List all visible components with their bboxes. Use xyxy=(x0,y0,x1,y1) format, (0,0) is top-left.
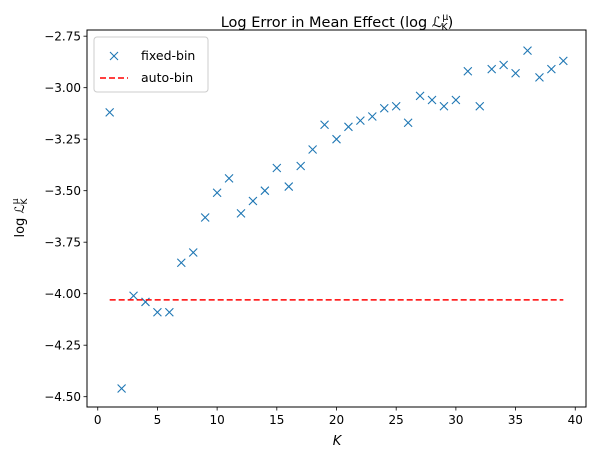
data-point-fixed-bin xyxy=(320,120,329,130)
data-point-fixed-bin xyxy=(403,118,413,128)
y-tick-label: −2.75 xyxy=(44,30,81,44)
data-point-fixed-bin xyxy=(546,64,556,74)
y-axis-label-subscript: K xyxy=(20,197,30,204)
data-point-fixed-bin xyxy=(164,307,174,317)
x-tick-label: 15 xyxy=(269,413,284,427)
y-axis-label-text: log ℒ xyxy=(13,204,28,237)
y-tick-label: −3.00 xyxy=(44,81,81,95)
legend-label-fixed-bin: fixed-bin xyxy=(141,48,195,63)
data-point-fixed-bin xyxy=(344,122,353,132)
x-tick-label: 35 xyxy=(508,413,523,427)
legend-x-marker xyxy=(109,51,119,61)
x-tick-label: 30 xyxy=(448,413,463,427)
chart-title-close: ) xyxy=(448,15,454,31)
data-point-fixed-bin xyxy=(308,145,318,154)
x-tick-label: 25 xyxy=(389,413,404,427)
data-point-fixed-bin xyxy=(451,95,461,105)
data-point-fixed-bin xyxy=(260,186,270,196)
x-tick-label: 0 xyxy=(94,413,102,427)
y-tick-label: −4.00 xyxy=(44,287,81,301)
data-point-fixed-bin xyxy=(499,60,509,70)
y-axis-label: log ℒμK xyxy=(11,197,30,237)
data-point-fixed-bin xyxy=(332,134,341,144)
chart-title-superscript: μ xyxy=(442,12,448,23)
data-point-fixed-bin xyxy=(188,248,198,257)
x-axis-ticks: 0 5 10 15 20 25 30 35 40 xyxy=(94,407,583,427)
chart-title-subscript: K xyxy=(441,22,448,33)
y-tick-label: −3.75 xyxy=(44,236,81,250)
data-point-fixed-bin xyxy=(558,56,568,66)
data-point-fixed-bin xyxy=(439,101,449,111)
data-point-fixed-bin xyxy=(105,108,115,117)
data-point-fixed-bin xyxy=(463,66,473,76)
y-tick-label: −3.50 xyxy=(44,184,81,198)
data-point-fixed-bin xyxy=(129,291,138,301)
y-axis-ticks: −4.50 −4.25 −4.00 −3.75 −3.50 −3.25 −3.00 −2.75 xyxy=(44,30,87,404)
data-point-fixed-bin xyxy=(487,64,497,74)
x-tick-label: 20 xyxy=(329,413,344,427)
svg-text:log ℒμK: log ℒμK xyxy=(11,197,30,237)
data-point-fixed-bin xyxy=(236,208,246,218)
data-point-fixed-bin xyxy=(367,112,377,121)
data-point-fixed-bin xyxy=(212,188,222,198)
y-tick-label: −3.25 xyxy=(44,133,81,147)
data-point-fixed-bin xyxy=(296,161,306,171)
chart-title: Log Error in Mean Effect (log ℒμ K) xyxy=(221,12,454,33)
data-point-fixed-bin xyxy=(355,116,365,126)
data-point-fixed-bin xyxy=(200,213,210,222)
data-point-fixed-bin xyxy=(523,46,532,55)
data-point-fixed-bin xyxy=(391,101,401,111)
data-point-fixed-bin xyxy=(475,101,485,111)
plot-area xyxy=(87,30,586,407)
series-layer xyxy=(105,46,568,393)
plot-frame xyxy=(86,29,587,408)
y-axis-label-superscript: μ xyxy=(11,198,21,204)
data-point-fixed-bin xyxy=(117,384,127,393)
x-tick-label: 5 xyxy=(154,413,162,427)
legend: fixed-bin auto-bin xyxy=(93,36,209,93)
x-tick-label: 10 xyxy=(209,413,224,427)
data-point-fixed-bin xyxy=(511,68,520,78)
x-tick-label: 40 xyxy=(568,413,583,427)
data-point-fixed-bin xyxy=(535,72,544,82)
data-point-fixed-bin xyxy=(415,91,425,101)
data-point-fixed-bin xyxy=(248,196,258,206)
y-tick-label: −4.50 xyxy=(44,390,81,404)
data-point-fixed-bin xyxy=(284,182,294,191)
legend-marker-fixed-bin xyxy=(109,51,119,61)
data-point-fixed-bin xyxy=(224,173,234,183)
legend-label-auto-bin: auto-bin xyxy=(141,70,193,85)
x-axis-label: K xyxy=(333,434,343,449)
data-point-fixed-bin xyxy=(176,258,186,268)
data-point-fixed-bin xyxy=(379,103,389,113)
y-tick-label: −4.25 xyxy=(44,339,81,353)
data-point-fixed-bin xyxy=(272,163,282,173)
data-point-fixed-bin xyxy=(427,95,437,105)
data-point-fixed-bin xyxy=(153,307,162,317)
